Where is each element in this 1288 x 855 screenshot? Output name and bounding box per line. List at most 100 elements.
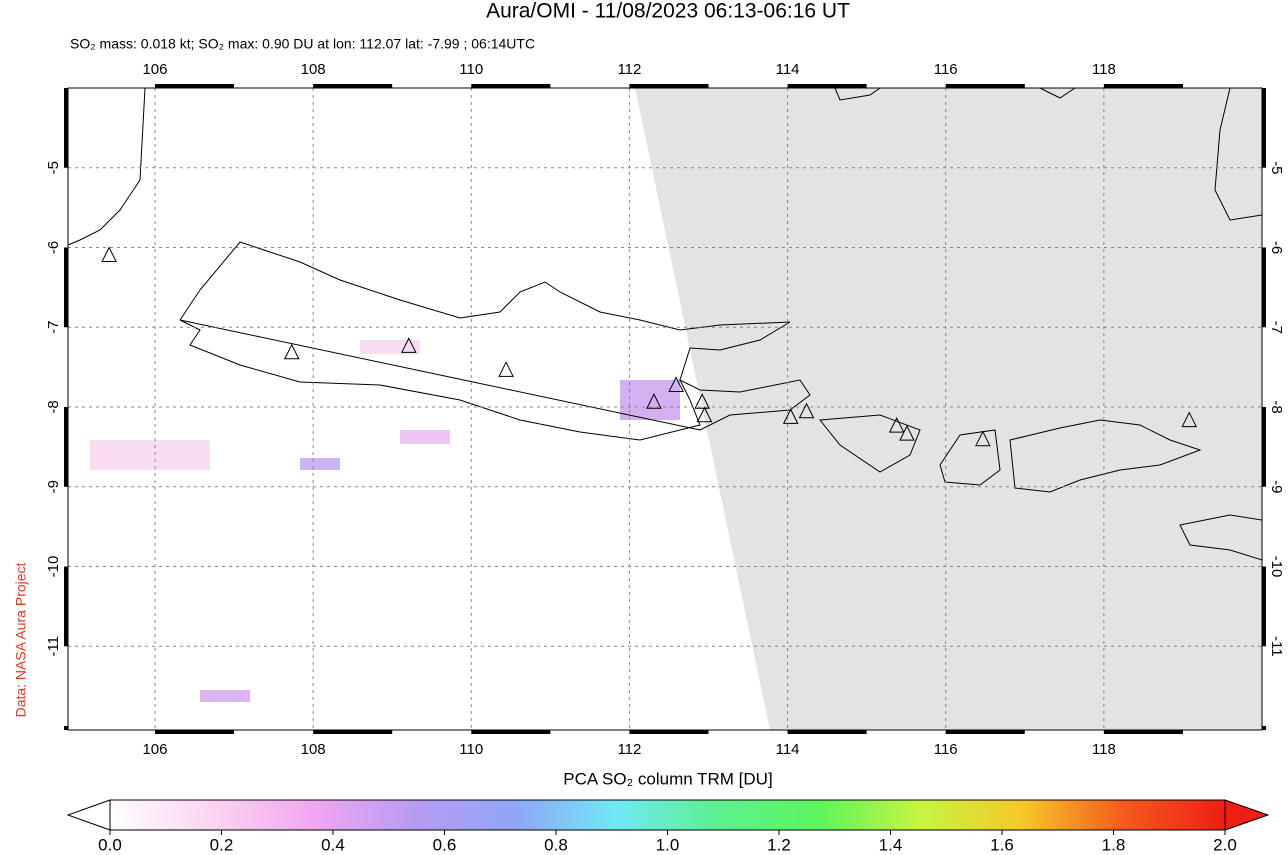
frame-band [64, 566, 68, 647]
y-tick-label-left: -5 [45, 161, 62, 174]
y-tick-label-left: -11 [45, 636, 62, 657]
frame-band [787, 730, 867, 734]
volcano [498, 361, 514, 377]
y-tick-label-left: -8 [45, 400, 62, 413]
java-south [179, 319, 811, 441]
so2-pixels [90, 340, 680, 702]
frame-band [471, 730, 551, 734]
frame-band [64, 88, 68, 168]
sumbawa [1009, 419, 1202, 493]
sumatra [67, 87, 146, 246]
pixel [400, 430, 450, 444]
frame-band [64, 407, 68, 487]
frame-band [471, 84, 551, 88]
volcano [899, 425, 915, 441]
x-tick-label-bottom: 110 [459, 741, 483, 758]
colorbar-tick-label: 0.2 [210, 835, 234, 854]
x-tick-label-top: 116 [934, 61, 958, 78]
frame-band [1262, 247, 1266, 328]
volcano [400, 337, 417, 353]
x-tick-label-bottom: 116 [934, 741, 958, 758]
volcano [101, 246, 117, 262]
frame-band [945, 730, 1025, 734]
volcano [1181, 411, 1198, 428]
colorbar-high-arrow [1224, 799, 1270, 831]
credit: Data: NASA Aura Project [13, 562, 29, 717]
y-tick-label-right: -6 [1268, 241, 1285, 254]
frame-band [1262, 726, 1266, 730]
volcano [283, 343, 300, 360]
colorbar-label: PCA SO₂ column TRM [DU] [563, 769, 772, 788]
colorbar-tick-label: 0.6 [433, 835, 457, 854]
subtitle: SO₂ mass: 0.018 kt; SO₂ max: 0.90 DU at … [70, 36, 535, 52]
x-tick-label-top: 114 [776, 61, 800, 78]
lombok [939, 429, 1001, 486]
volcano [798, 402, 815, 419]
volcano [782, 408, 799, 424]
colorbar-low-arrow [66, 799, 111, 831]
y-tick-label-right: -7 [1268, 321, 1285, 334]
x-tick-label-top: 108 [301, 61, 326, 78]
colorbar-tick-label: 1.0 [656, 835, 680, 854]
bali [819, 414, 921, 473]
pixel [620, 380, 680, 420]
y-tick-label-right: -9 [1268, 480, 1285, 493]
frame-band [1262, 407, 1266, 487]
frame-band [1262, 566, 1266, 647]
y-tick-label-left: -10 [45, 556, 62, 578]
frame-band [629, 730, 709, 734]
x-tick-label-top: 106 [142, 61, 167, 78]
x-tick-label-bottom: 114 [776, 741, 800, 758]
frame-band [1103, 730, 1183, 734]
x-tick-label-top: 110 [459, 61, 483, 78]
x-tick-label-bottom: 112 [617, 741, 641, 758]
frame-band [945, 84, 1025, 88]
title: Aura/OMI - 11/08/2023 06:13-06:16 UT [486, 0, 850, 23]
y-tick-label-right: -5 [1268, 161, 1285, 174]
colorbar-tick-label: 1.4 [879, 835, 903, 854]
y-tick-label-left: -7 [45, 321, 62, 334]
frame-band [787, 84, 867, 88]
volcano [696, 406, 713, 423]
colorbar-tick-label: 0.4 [321, 835, 345, 854]
y-tick-label-right: -8 [1268, 400, 1285, 413]
volcano [888, 417, 905, 433]
frame-band [154, 730, 235, 734]
y-tick-label-right: -10 [1268, 556, 1285, 578]
pixel [360, 340, 420, 354]
y-tick-label-left: -9 [45, 480, 62, 493]
frame-band [629, 84, 709, 88]
borneo [834, 87, 881, 101]
volcano [975, 430, 991, 447]
frame-band [1103, 84, 1183, 88]
frame-band [1262, 88, 1266, 168]
y-tick-label-left: -6 [45, 241, 62, 254]
colorbar-tick-label: 1.2 [767, 835, 791, 854]
frame-band [64, 247, 68, 328]
pixel [90, 440, 210, 470]
volcano [646, 393, 662, 409]
x-tick-label-bottom: 118 [1092, 741, 1116, 758]
frame-band [313, 730, 393, 734]
colorbar-tick-label: 2.0 [1213, 835, 1237, 854]
volcano [668, 376, 684, 392]
colorbar-tick-label: 1.6 [990, 835, 1014, 854]
no-data-region [635, 88, 1262, 730]
y-tick-label-right: -11 [1268, 636, 1285, 657]
frame-band [64, 726, 68, 730]
coastlines [67, 87, 1263, 561]
colorbar [109, 799, 1226, 831]
x-tick-label-bottom: 106 [142, 741, 167, 758]
frame-band [154, 84, 235, 88]
x-tick-label-bottom: 108 [301, 741, 326, 758]
borneo-east [1039, 87, 1076, 99]
colorbar-tick-label: 0.8 [544, 835, 568, 854]
x-tick-label-top: 118 [1092, 61, 1116, 78]
volcano [694, 393, 710, 409]
colorbar-tick-label: 0.0 [98, 835, 122, 854]
x-tick-label-top: 112 [617, 61, 641, 78]
java-north [179, 241, 791, 381]
pixel [200, 690, 250, 702]
